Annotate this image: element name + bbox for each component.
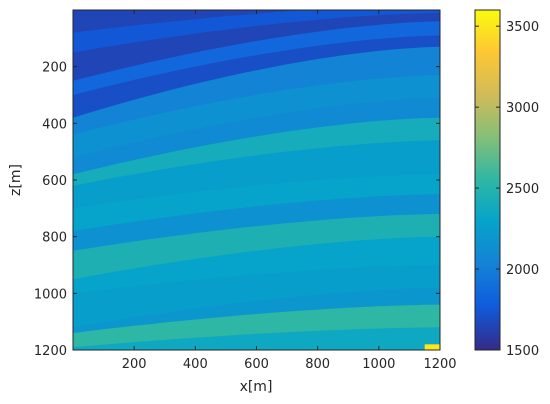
colorbar <box>474 9 501 351</box>
velocity-layer <box>73 327 440 350</box>
y-tick-label: 1200 <box>34 344 67 359</box>
x-tick-label: 1200 <box>423 357 456 372</box>
y-axis: 200 400 600 800 1000 1200 <box>34 61 440 359</box>
x-tick-label: 600 <box>244 357 269 372</box>
colorbar-tick-label: 3500 <box>506 20 539 35</box>
y-tick-label: 600 <box>42 174 67 189</box>
x-tick-label: 1000 <box>362 357 395 372</box>
y-tick-label: 200 <box>42 61 67 76</box>
colorbar-ticks: 1500 2000 2500 3000 3500 <box>475 20 539 359</box>
colorbar-tick-label: 2000 <box>506 263 539 278</box>
y-tick-label: 800 <box>42 231 67 246</box>
x-axis: 200 400 600 800 1000 1200 <box>122 10 457 372</box>
colorbar-tick-label: 1500 <box>506 344 539 359</box>
x-axis-label: x[m] <box>240 379 273 395</box>
x-tick-label: 800 <box>305 357 330 372</box>
high-velocity-anomaly <box>424 344 440 350</box>
y-tick-label: 400 <box>42 117 67 132</box>
y-tick-label: 1000 <box>34 287 67 302</box>
heatmap-image <box>73 10 440 350</box>
colorbar-tick-label: 2500 <box>506 182 539 197</box>
x-tick-label: 400 <box>183 357 208 372</box>
colorbar-tick-label: 3000 <box>506 101 539 116</box>
x-tick-label: 200 <box>122 357 147 372</box>
y-axis-label: z[m] <box>8 164 24 196</box>
